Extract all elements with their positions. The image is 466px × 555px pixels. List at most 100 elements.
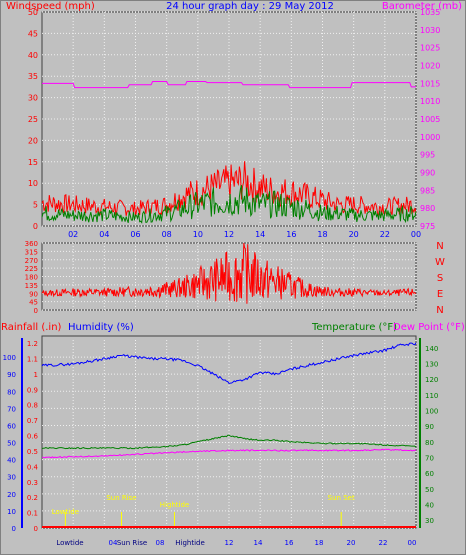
rainfall-label: Rainfall (.in) xyxy=(1,322,62,333)
bottom-event-label: Hightide xyxy=(175,539,205,547)
temp-tick-label: 130 xyxy=(425,361,438,369)
y2-tick-label: 995 xyxy=(420,151,435,160)
windspeed-label: Windspeed (mph) xyxy=(6,1,95,12)
y-tick-label: 20 xyxy=(28,136,38,145)
x-tick-label: 08 xyxy=(156,539,165,547)
humidity-tick-label: 20 xyxy=(7,491,16,499)
rain-tick-label: 0 xyxy=(34,525,38,533)
temperature-line xyxy=(41,434,417,450)
y2-tick-label: 975 xyxy=(420,222,435,231)
temp-tick-label: 50 xyxy=(425,486,434,494)
dir-tick-label: 225 xyxy=(25,265,38,273)
compass-label: W xyxy=(435,257,445,268)
y2-tick-label: 1000 xyxy=(420,133,440,142)
temp-tick-label: 90 xyxy=(425,423,434,431)
barometer-label: Barometer (mb) xyxy=(382,1,462,12)
dir-tick-label: 270 xyxy=(25,257,38,265)
humidity-tick-label: 60 xyxy=(7,422,16,430)
temp-tick-label: 110 xyxy=(425,392,438,400)
wind-gust-line xyxy=(41,161,417,217)
chart-title: 24 hour graph day : 29 May 2012 xyxy=(166,1,334,12)
temp-tick-label: 140 xyxy=(425,345,438,353)
y2-tick-label: 1005 xyxy=(420,115,440,124)
x-tick-label: 16 xyxy=(286,230,296,239)
x-tick-label: 00 xyxy=(408,539,417,547)
dir-tick-label: 180 xyxy=(25,274,38,282)
rain-tick-label: 0.4 xyxy=(27,463,39,471)
dir-tick-label: 90 xyxy=(29,290,38,298)
x-tick-label: 08 xyxy=(162,230,172,239)
dir-tick-label: 45 xyxy=(29,299,38,307)
event-marker-label: Hightide xyxy=(160,501,190,509)
x-tick-label: 00 xyxy=(411,230,421,239)
x-tick-label: 16 xyxy=(285,539,294,547)
y2-tick-label: 1025 xyxy=(420,44,440,53)
x-tick-label: 14 xyxy=(254,539,263,547)
dir-tick-label: 135 xyxy=(25,282,38,290)
dewpoint-label: Dew Point (°F) xyxy=(393,322,465,333)
humidity-tick-label: 40 xyxy=(7,457,16,465)
humidity-tick-label: 90 xyxy=(7,371,16,379)
humidity-tick-label: 10 xyxy=(7,508,16,516)
rain-tick-label: 0.8 xyxy=(27,402,38,410)
event-marker-label: Sun Rise xyxy=(106,494,136,502)
humidity-label: Humidity (%) xyxy=(68,322,134,333)
y-tick-label: 10 xyxy=(28,179,38,188)
rain-tick-label: 0.1 xyxy=(27,510,38,518)
event-marker-label: Lowtide xyxy=(52,508,79,516)
x-tick-label: 04 xyxy=(109,539,118,547)
x-tick-label: 20 xyxy=(347,539,356,547)
y2-tick-label: 985 xyxy=(420,186,435,195)
panel-wind-barometer: 0510152025303540455097598098599099510001… xyxy=(28,8,441,239)
x-tick-label: 22 xyxy=(379,539,388,547)
rain-tick-label: 0.5 xyxy=(27,448,38,456)
temp-tick-label: 70 xyxy=(425,455,434,463)
y-tick-label: 30 xyxy=(28,94,38,103)
temp-tick-label: 120 xyxy=(425,376,438,384)
x-tick-label: 12 xyxy=(225,539,234,547)
rain-tick-label: 0.2 xyxy=(27,494,38,502)
humidity-tick-label: 0 xyxy=(12,525,16,533)
dir-tick-label: 0 xyxy=(34,307,38,315)
wind-avg-line xyxy=(41,185,417,224)
humidity-tick-label: 70 xyxy=(7,405,16,413)
dir-tick-label: 360 xyxy=(25,240,38,248)
humidity-tick-label: 80 xyxy=(7,388,16,396)
y-tick-label: 25 xyxy=(28,115,38,124)
temp-tick-label: 40 xyxy=(425,502,434,510)
compass-label: N xyxy=(436,305,443,316)
y-tick-label: 5 xyxy=(33,201,38,210)
barometer-line xyxy=(42,81,416,89)
temp-tick-label: 30 xyxy=(425,517,434,525)
temp-tick-label: 80 xyxy=(425,439,434,447)
rain-tick-label: 0.3 xyxy=(27,479,38,487)
y-tick-label: 50 xyxy=(28,8,38,17)
rain-tick-label: 0.6 xyxy=(27,433,39,441)
humidity-tick-label: 100 xyxy=(3,354,16,362)
rain-tick-label: 1.2 xyxy=(27,340,38,348)
y-tick-label: 15 xyxy=(28,158,38,167)
x-tick-label: 12 xyxy=(224,230,234,239)
bottom-event-label: Lowtide xyxy=(56,539,83,547)
compass-label: E xyxy=(437,289,443,300)
x-tick-label: 20 xyxy=(349,230,359,239)
panel-temp-humidity: 0 0.1 0.2 0.3 0.4 0.5 0.6 0.7 0.8 0.9 1 1.1 1.2 0 10 20… xyxy=(3,335,438,547)
temp-tick-label: 60 xyxy=(425,470,434,478)
event-marker-label: Sun Set xyxy=(328,494,355,502)
y2-tick-label: 1030 xyxy=(420,26,440,35)
temp-tick-label: 100 xyxy=(425,408,438,416)
y2-tick-label: 980 xyxy=(420,204,435,213)
humidity-line xyxy=(41,342,417,384)
wind-direction-line xyxy=(41,242,417,304)
temperature-label: Temperature (°F) xyxy=(311,322,397,333)
y-tick-label: 45 xyxy=(28,29,38,38)
x-tick-label: 22 xyxy=(380,230,390,239)
y-tick-label: 35 xyxy=(28,72,38,81)
compass-label: N xyxy=(436,241,443,252)
x-tick-label: 04 xyxy=(99,230,109,239)
compass-label: S xyxy=(437,273,443,284)
bottom-event-label: Sun Rise xyxy=(117,539,147,547)
humidity-tick-label: 30 xyxy=(7,474,16,482)
